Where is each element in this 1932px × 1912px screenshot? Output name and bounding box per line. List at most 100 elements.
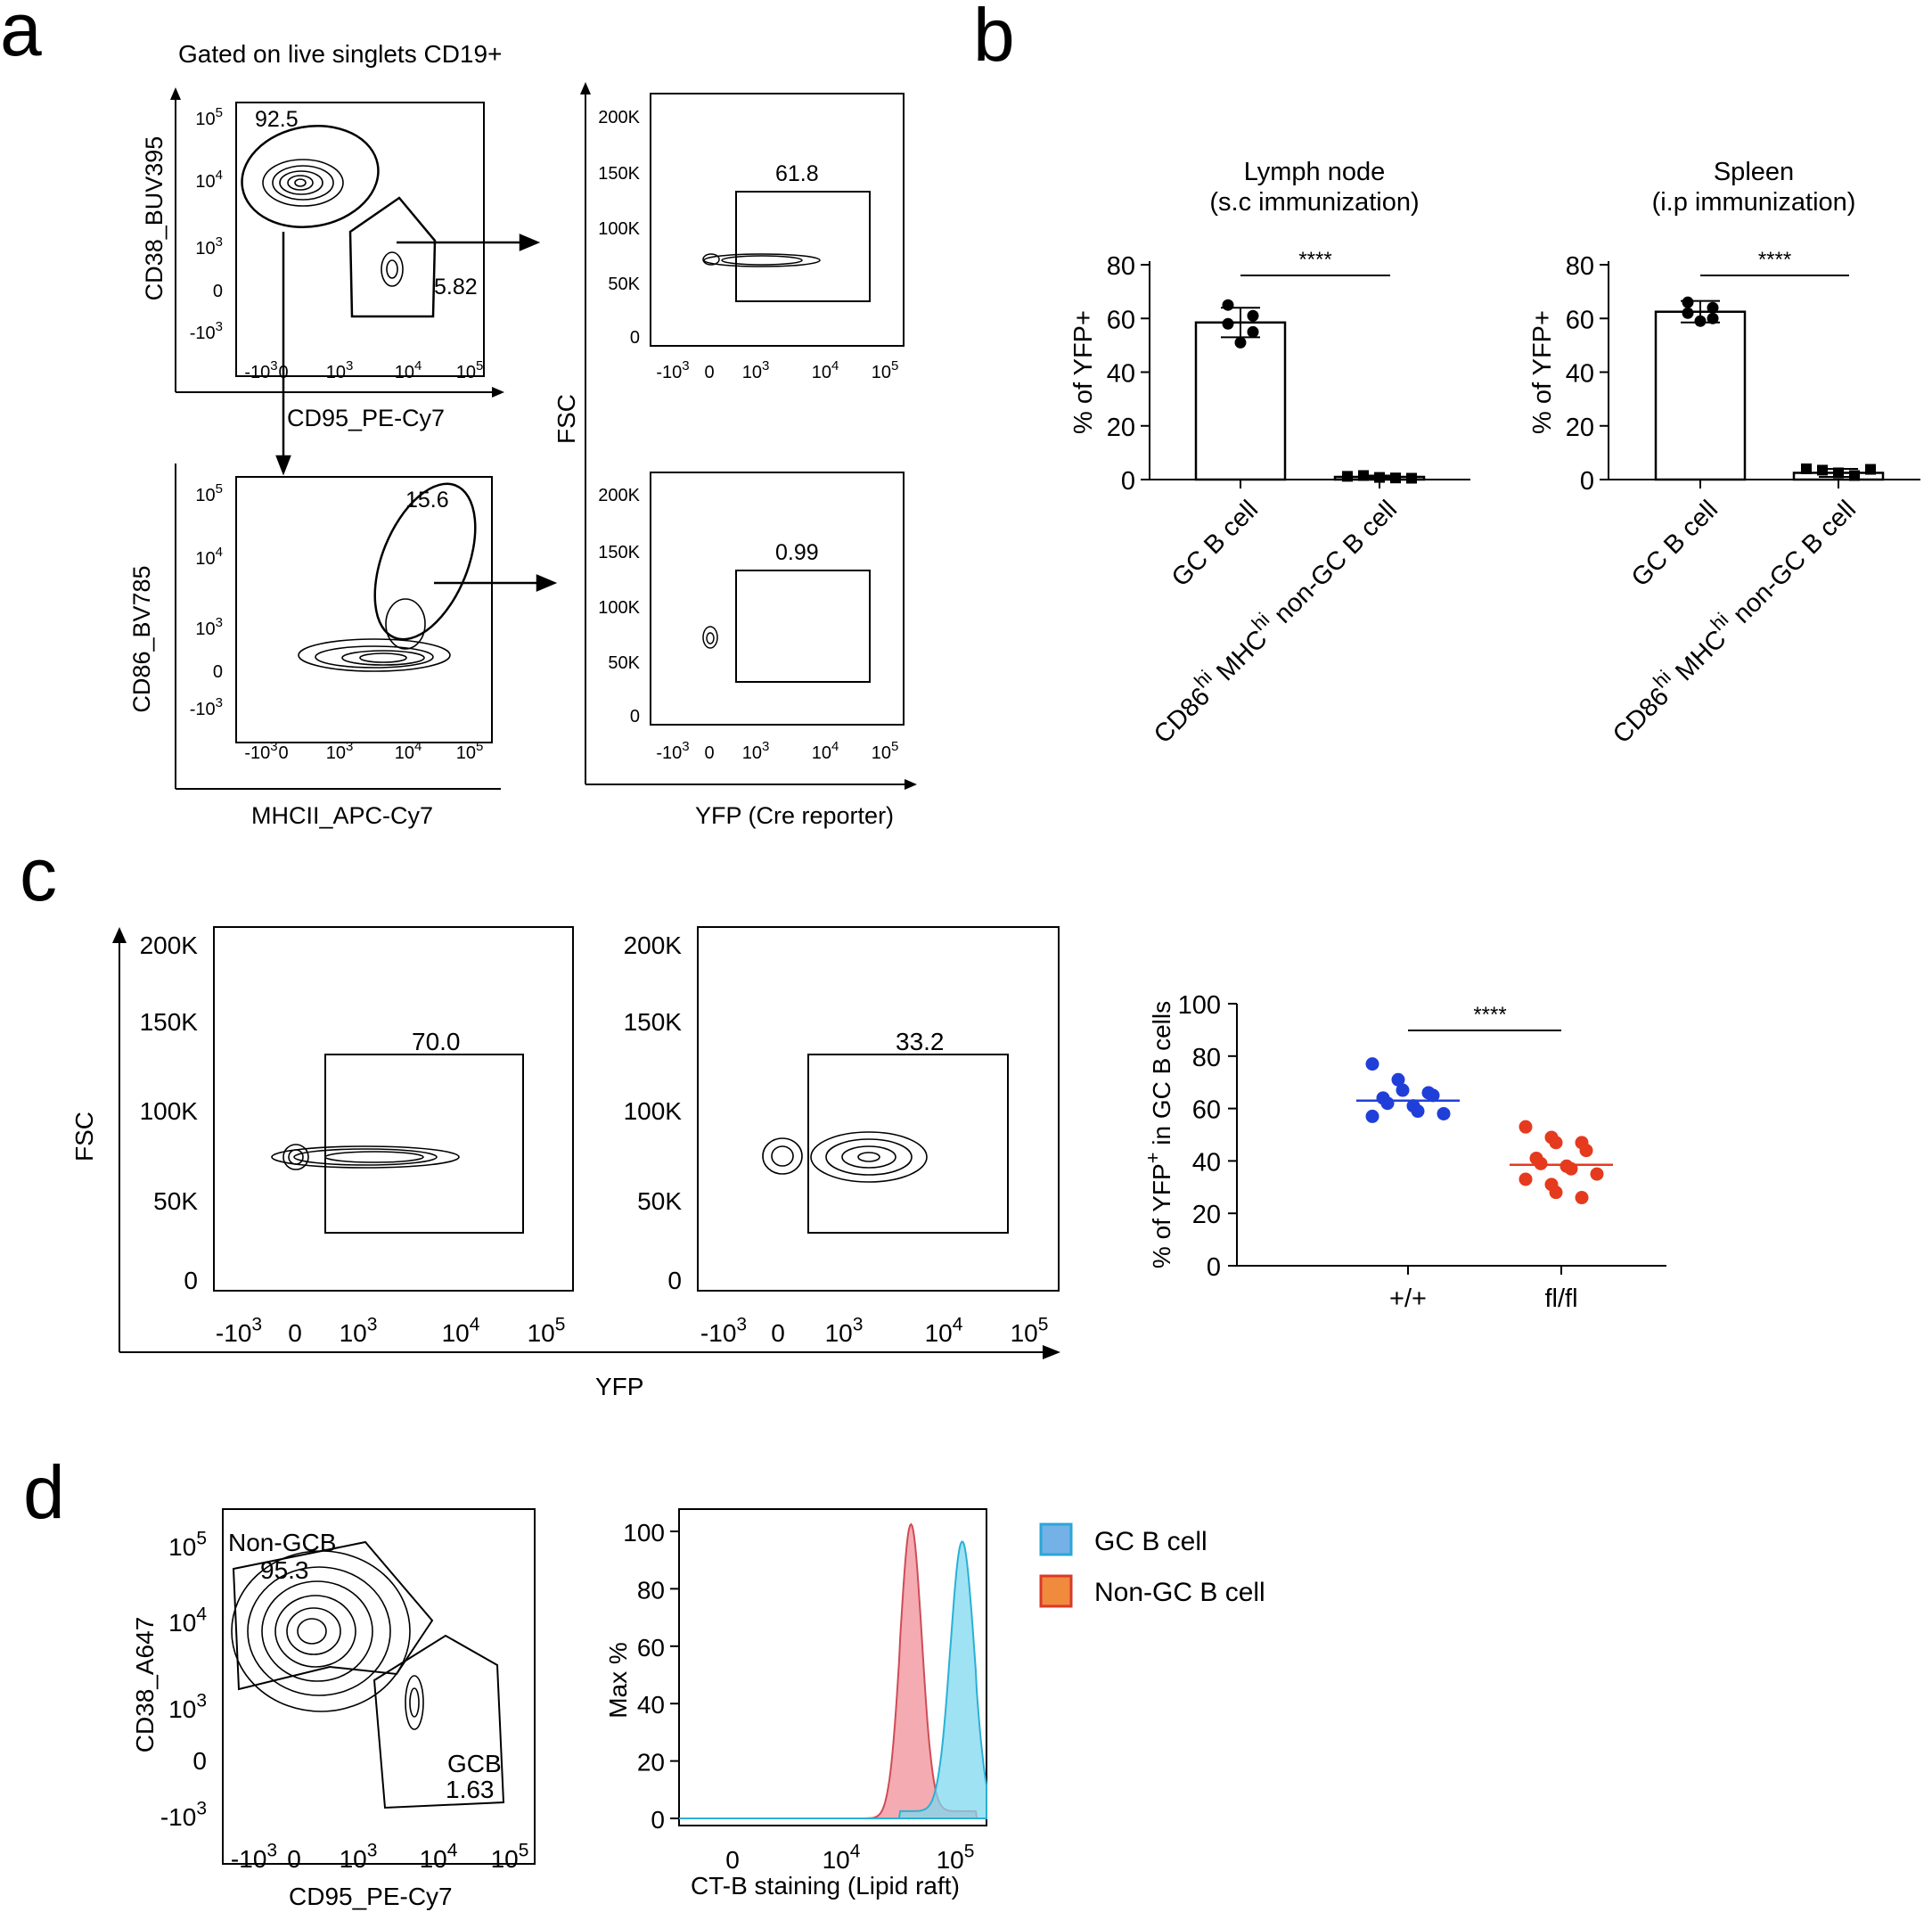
data-point — [1222, 299, 1234, 311]
y-tick-label: 60 — [1566, 306, 1594, 334]
tick-label: -103 — [244, 358, 277, 382]
tick-label: 104 — [168, 1604, 207, 1637]
data-point — [1707, 312, 1719, 324]
tick-label: 105 — [528, 1314, 566, 1347]
bar-title: Spleen — [1714, 158, 1794, 186]
bar — [1654, 310, 1747, 481]
data-point — [1374, 472, 1385, 483]
significance-label: **** — [1298, 248, 1331, 272]
gate-nongcb — [232, 1540, 434, 1691]
y-axis-label: % of YFP+ in GC B cells — [1142, 1001, 1175, 1268]
tick-label: -103 — [190, 319, 223, 343]
bar — [1194, 321, 1287, 481]
data-point — [1342, 471, 1353, 482]
tick-label: 0 — [704, 363, 714, 382]
tick-label: 0 — [184, 1267, 198, 1294]
plot2-ylabel: CD86_BV785 — [128, 565, 155, 712]
tick-label: 0 — [278, 743, 288, 763]
gate-box-bottom — [735, 570, 871, 683]
fsc-shared-xlabel: YFP (Cre reporter) — [695, 802, 894, 829]
bar-subtitle: (s.c immunization) — [1209, 188, 1419, 217]
tick-label: 105 — [872, 739, 899, 763]
y-tick-label: 60 — [1192, 1096, 1221, 1125]
y-tick-label: 80 — [1566, 252, 1594, 281]
gate-box-c-left — [324, 1054, 524, 1234]
panel-a-plot1: 92.5 5.82 CD38_BUV395 CD95_PE-Cy7 — [141, 87, 504, 431]
panel-a-arrows — [275, 232, 558, 592]
tick-label: 105 — [872, 358, 899, 382]
contour-cloud — [262, 159, 404, 287]
data-point — [1247, 309, 1259, 322]
y-tick-label: 0 — [1121, 467, 1135, 496]
tick-label: 0 — [725, 1846, 740, 1874]
gate-gcb-value: 1.63 — [446, 1776, 495, 1803]
gate-gcb-label: GCB — [447, 1750, 502, 1777]
data-point — [1575, 1191, 1589, 1205]
tick-label: 105 — [456, 358, 484, 382]
tick-label: 0 — [278, 363, 288, 382]
legend-label-nongc: Non-GC B cell — [1094, 1578, 1265, 1607]
gate-nongcb-value: 95.3 — [260, 1556, 309, 1584]
tick-label: 105 — [456, 739, 484, 763]
histogram-ctb: Max % CT-B staining (Lipid raft) 100 80 60… — [604, 1508, 987, 1900]
hist-ylabel: Max % — [604, 1642, 632, 1719]
data-point — [1426, 1088, 1440, 1103]
tick-label: 0 — [192, 1747, 207, 1775]
gate-cd38-main — [241, 125, 380, 228]
data-point — [1390, 472, 1401, 484]
gate-label-c-right: 33.2 — [896, 1028, 945, 1055]
tick-label: 200K — [598, 108, 640, 127]
tick-label: -103 — [216, 1314, 262, 1347]
tick-label: 50K — [608, 653, 640, 673]
panel-c-ylabel: FSC — [70, 1112, 98, 1161]
data-point — [1519, 1172, 1533, 1186]
data-point — [1222, 317, 1234, 330]
tick-label: 103 — [195, 615, 223, 639]
y-tick-label: 0 — [651, 1806, 665, 1834]
data-point — [1849, 470, 1860, 481]
fsc-shared-ylabel: FSC — [553, 394, 580, 444]
y-tick-label: 20 — [1192, 1201, 1221, 1229]
data-point — [1380, 1096, 1395, 1111]
data-point — [1391, 1072, 1405, 1087]
panel-a-fsc-bottom: 0.99 — [650, 472, 905, 726]
y-tick-label: 20 — [1107, 414, 1135, 442]
tick-label: 104 — [925, 1314, 963, 1347]
tick-label: 50K — [608, 275, 640, 294]
data-point — [1234, 336, 1247, 349]
tick-label: 0 — [630, 707, 640, 726]
y-axis-label: % of YFP+ — [1528, 310, 1557, 434]
tick-label: 105 — [195, 481, 223, 505]
panel-letter-d: d — [23, 1450, 65, 1534]
legend: GC B cell Non-GC B cell — [1039, 1522, 1265, 1608]
scatter-yfp-gc: 0 20 40 60 80 100% of YFP+ in GC B cells +/+ fl… — [1142, 991, 1666, 1313]
panel-c-fsc-left: 70.0 — [213, 926, 574, 1292]
y-tick-label: 80 — [1192, 1044, 1221, 1072]
panel-d-contour: Non-GCB 95.3 GCB 1.63 CD38_A647 CD95_PE-… — [131, 1508, 536, 1910]
tick-label: 103 — [340, 1840, 378, 1873]
data-point — [1549, 1186, 1563, 1200]
gate-gc — [348, 196, 437, 318]
data-point — [1519, 1120, 1533, 1134]
gate-label-main: 92.5 — [255, 107, 299, 132]
data-point — [1396, 1083, 1410, 1097]
tick-label: 105 — [1011, 1314, 1049, 1347]
y-tick-label: 60 — [637, 1634, 665, 1662]
data-point — [1707, 301, 1719, 314]
data-point — [1694, 315, 1707, 327]
tick-label: 103 — [195, 234, 223, 258]
y-tick-label: 40 — [1107, 360, 1135, 389]
tick-label: 103 — [742, 739, 770, 763]
tick-label: 105 — [491, 1840, 529, 1873]
panel-letter-a: a — [0, 0, 42, 71]
significance-label: **** — [1758, 248, 1791, 272]
flow-tick-labels: -103 0 103 104 105-103 0 103 104 105-103 0 103 104 1… — [140, 105, 1049, 1873]
tick-label: 103 — [168, 1690, 207, 1723]
panel-a-fsc-top: 61.8 — [650, 93, 905, 347]
bar-title: Lymph node — [1244, 158, 1386, 186]
data-point — [1358, 470, 1369, 481]
tick-label: 100K — [598, 219, 640, 239]
tick-label: 150K — [140, 1008, 199, 1036]
significance-label: **** — [1473, 1003, 1506, 1027]
